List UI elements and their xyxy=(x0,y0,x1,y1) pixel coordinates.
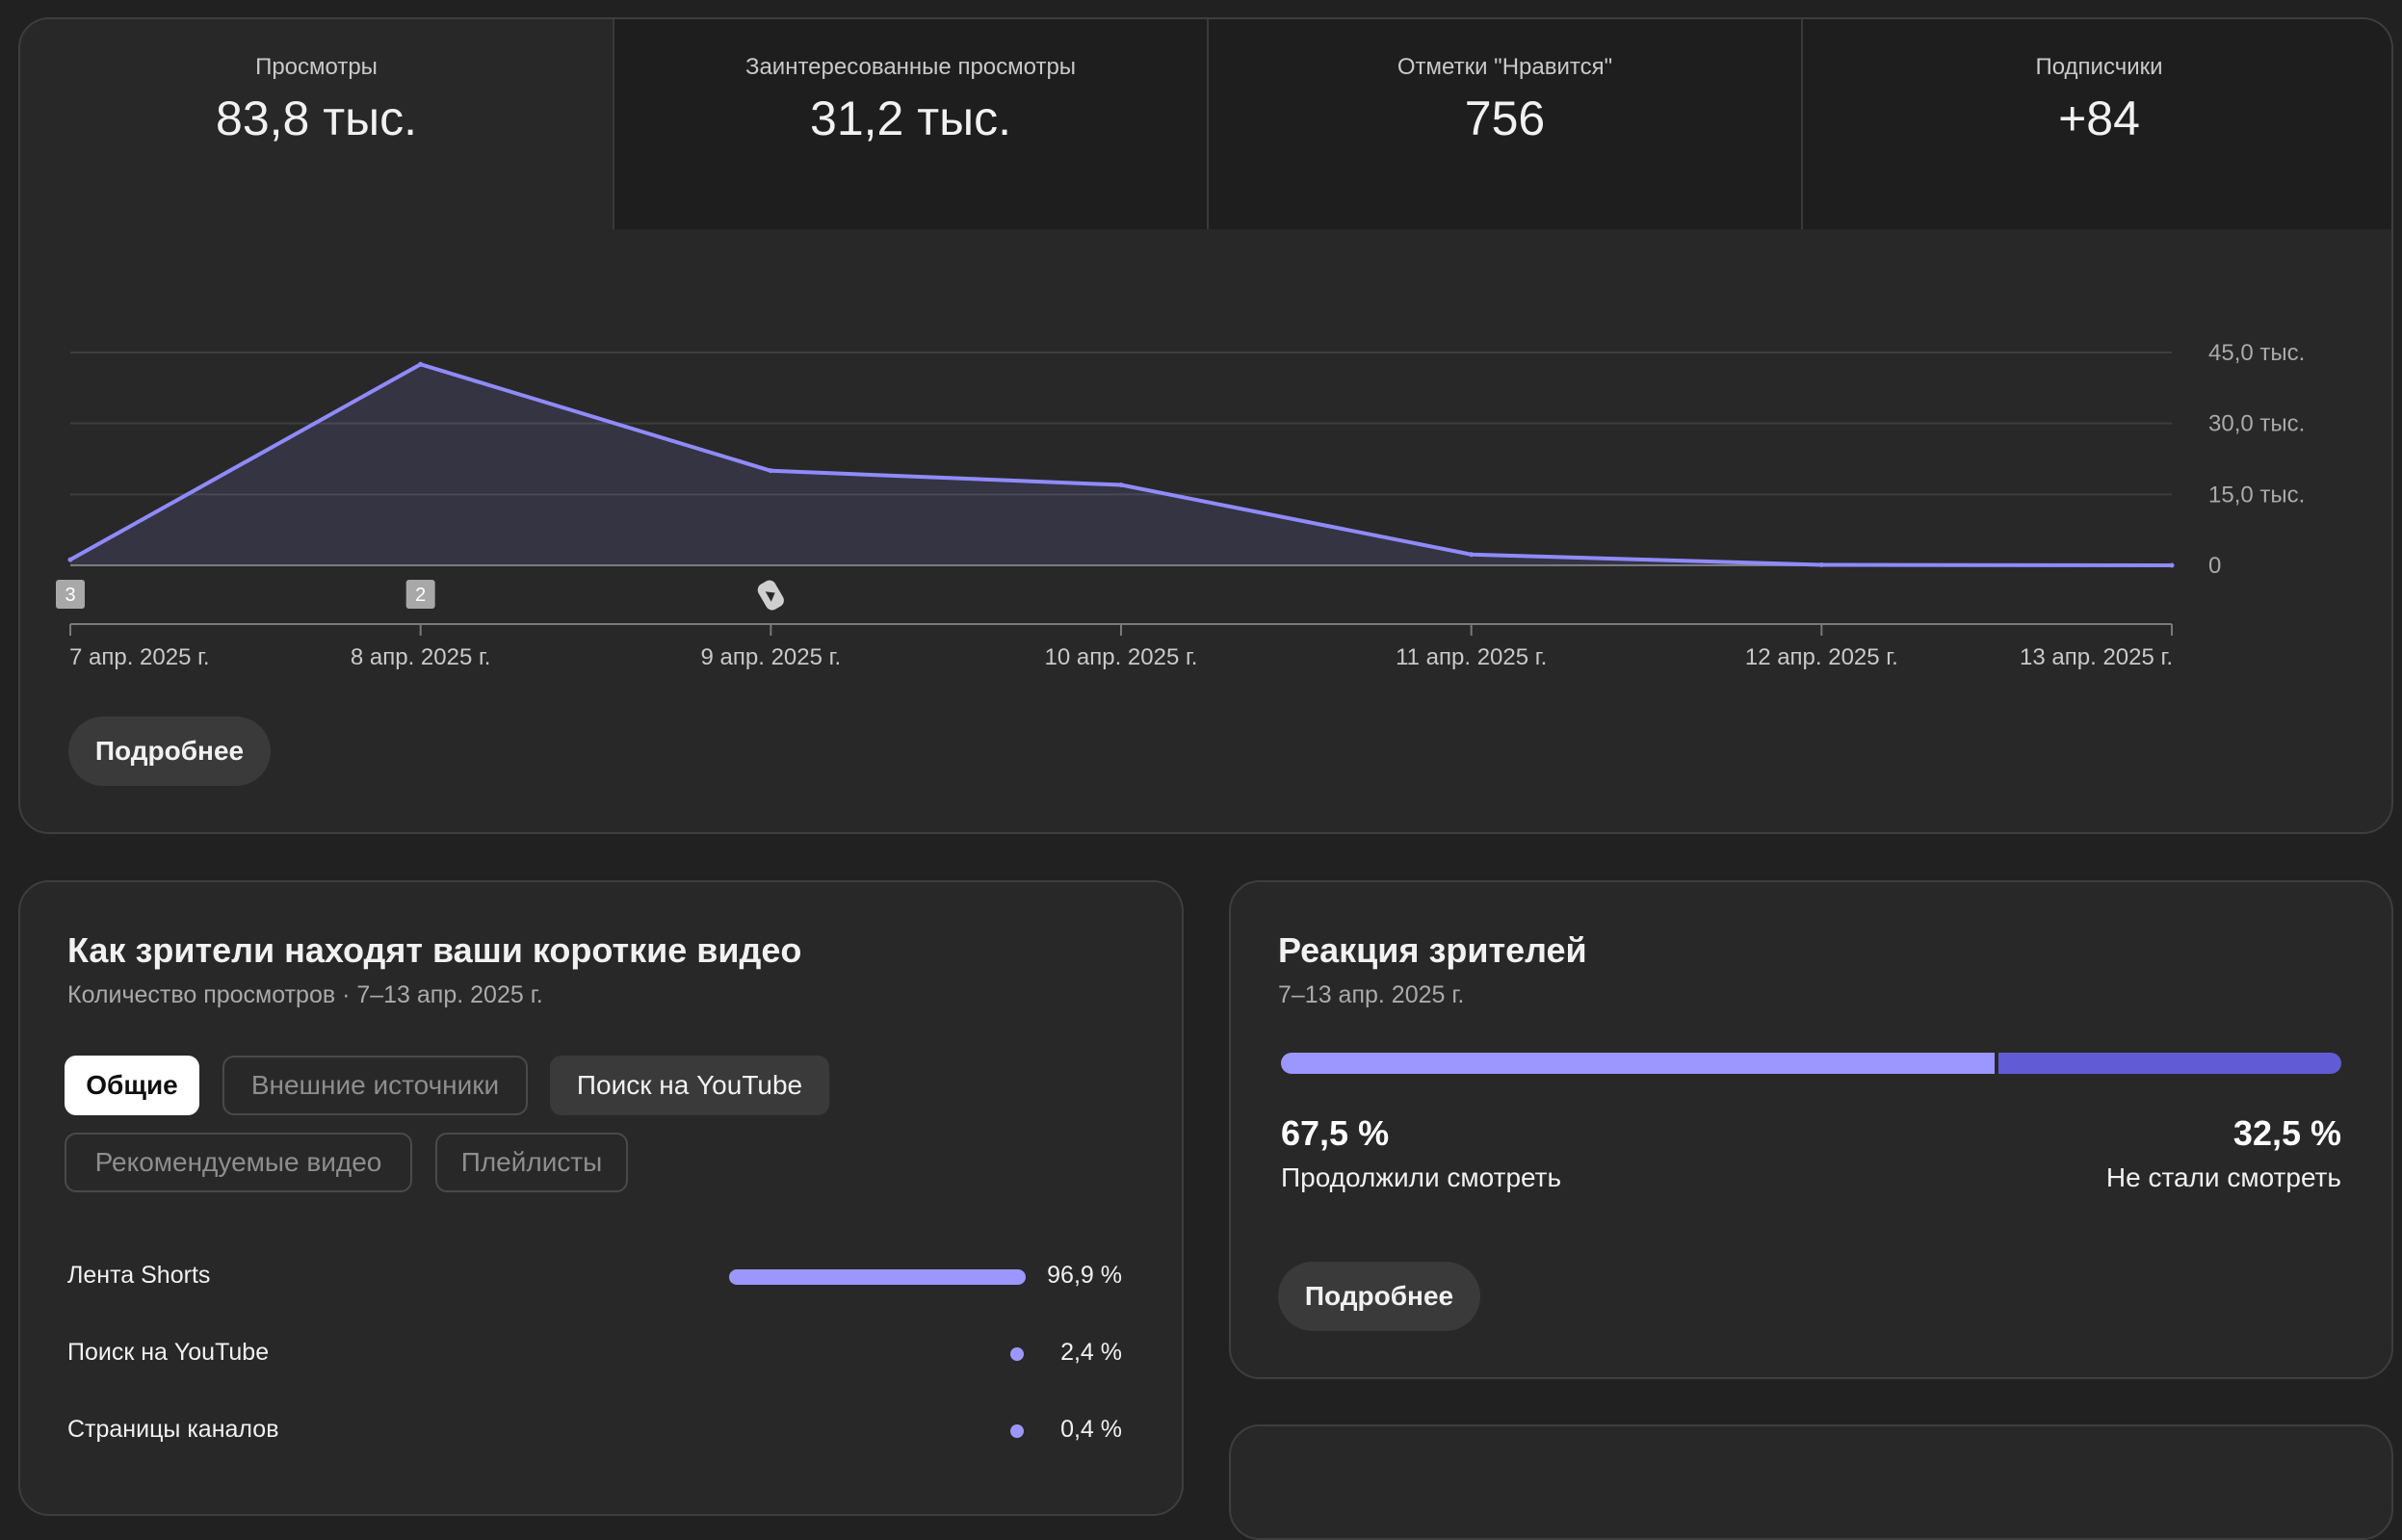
data-point-0 xyxy=(67,557,73,562)
reaction-bar xyxy=(1281,1053,2341,1074)
x-tick-label-6: 13 апр. 2025 г. xyxy=(2020,644,2173,670)
data-point-1 xyxy=(418,361,424,367)
marker-0-label: 3 xyxy=(65,585,75,606)
overview-card: Просмотры 83,8 тыс. Заинтересованные про… xyxy=(18,17,2393,834)
marker-1-badge xyxy=(405,580,435,609)
source-label-channel-pages: Страницы каналов xyxy=(67,1416,279,1443)
reaction-bar-continued xyxy=(1281,1053,1996,1074)
y-tick-label-2: 30,0 тыс. xyxy=(2208,411,2305,437)
data-point-4 xyxy=(1469,552,1475,558)
x-tick-label-3: 10 апр. 2025 г. xyxy=(1045,644,1198,670)
metric-tabs: Просмотры 83,8 тыс. Заинтересованные про… xyxy=(20,19,2391,229)
tab-likes[interactable]: Отметки "Нравится" 756 xyxy=(1209,19,1803,229)
tab-subscribers-value: +84 xyxy=(2058,91,2140,145)
tab-views-label: Просмотры xyxy=(255,54,378,80)
tab-likes-value: 756 xyxy=(1464,91,1546,145)
source-label-shorts-feed: Лента Shorts xyxy=(67,1262,211,1289)
data-point-5 xyxy=(1818,562,1824,568)
source-value-youtube-search: 2,4 % xyxy=(1060,1339,1122,1366)
continued-label: Продолжили смотреть xyxy=(1281,1162,1562,1192)
marker-0-badge xyxy=(56,580,85,609)
sources-subtitle: Количество просмотров · 7–13 апр. 2025 г… xyxy=(67,981,543,1008)
y-tick-label-3: 45,0 тыс. xyxy=(2208,340,2305,366)
reaction-title: Реакция зрителей xyxy=(1278,930,1587,970)
source-dot-channel-pages xyxy=(1010,1424,1024,1438)
y-tick-label-1: 15,0 тыс. xyxy=(2208,482,2305,508)
tab-engaged-views-label: Заинтересованные просмотры xyxy=(744,54,1077,80)
audience-reaction-card: Реакция зрителей 7–13 апр. 2025 г. 67,5 … xyxy=(1229,880,2393,1379)
tab-likes-label: Отметки "Нравится" xyxy=(1397,54,1613,80)
tab-views-value: 83,8 тыс. xyxy=(216,91,417,145)
traffic-sources-card: Как зрители находят ваши короткие видео … xyxy=(18,880,1184,1516)
chip-playlists[interactable]: Плейлисты xyxy=(435,1133,628,1192)
x-tick-label-1: 8 апр. 2025 г. xyxy=(351,644,491,670)
data-point-2 xyxy=(768,468,773,474)
area-fill xyxy=(70,364,2172,565)
reaction-bar-stopped xyxy=(1998,1053,2341,1074)
data-point-3 xyxy=(1118,483,1124,488)
source-bar-shorts-feed xyxy=(729,1269,1026,1285)
stopped-pct: 32,5 % xyxy=(2232,1113,2341,1153)
shorts-icon xyxy=(757,580,784,611)
x-tick-label-2: 9 апр. 2025 г. xyxy=(701,644,842,670)
overview-more-button[interactable]: Подробнее xyxy=(68,717,271,786)
source-dot-youtube-search xyxy=(1010,1347,1024,1361)
next-card xyxy=(1229,1424,2393,1540)
source-label-youtube-search: Поиск на YouTube xyxy=(67,1339,270,1366)
y-tick-label-0: 0 xyxy=(2208,553,2221,579)
x-tick-label-0: 7 апр. 2025 г. xyxy=(69,644,210,670)
stopped-label: Не стали смотреть xyxy=(2105,1162,2341,1192)
tab-subscribers-label: Подписчики xyxy=(2035,54,2163,80)
chip-youtube-search[interactable]: Поиск на YouTube xyxy=(550,1056,829,1115)
continued-pct: 67,5 % xyxy=(1281,1113,1390,1153)
chip-suggested[interactable]: Рекомендуемые видео xyxy=(65,1133,412,1192)
source-value-channel-pages: 0,4 % xyxy=(1060,1416,1122,1443)
reaction-more-button[interactable]: Подробнее xyxy=(1278,1262,1480,1331)
chip-external[interactable]: Внешние источники xyxy=(222,1056,528,1115)
views-chart: 0 15,0 тыс. 30,0 тыс. 45,0 тыс. 7 апр. 2025 … xyxy=(56,340,2305,670)
source-value-shorts-feed: 96,9 % xyxy=(1047,1262,1122,1289)
tab-engaged-views[interactable]: Заинтересованные просмотры 31,2 тыс. xyxy=(614,19,1209,229)
marker-1-label: 2 xyxy=(415,585,426,606)
reaction-subtitle: 7–13 апр. 2025 г. xyxy=(1278,981,1465,1008)
sources-title: Как зрители находят ваши короткие видео xyxy=(67,930,802,970)
x-tick-label-5: 12 апр. 2025 г. xyxy=(1745,644,1898,670)
tab-subscribers[interactable]: Подписчики +84 xyxy=(1803,19,2391,229)
tab-views[interactable]: Просмотры 83,8 тыс. xyxy=(20,19,614,229)
data-point-6 xyxy=(2169,562,2175,568)
chip-all[interactable]: Общие xyxy=(65,1056,199,1115)
x-tick-label-4: 11 апр. 2025 г. xyxy=(1396,644,1547,670)
tab-engaged-views-value: 31,2 тыс. xyxy=(810,91,1011,145)
